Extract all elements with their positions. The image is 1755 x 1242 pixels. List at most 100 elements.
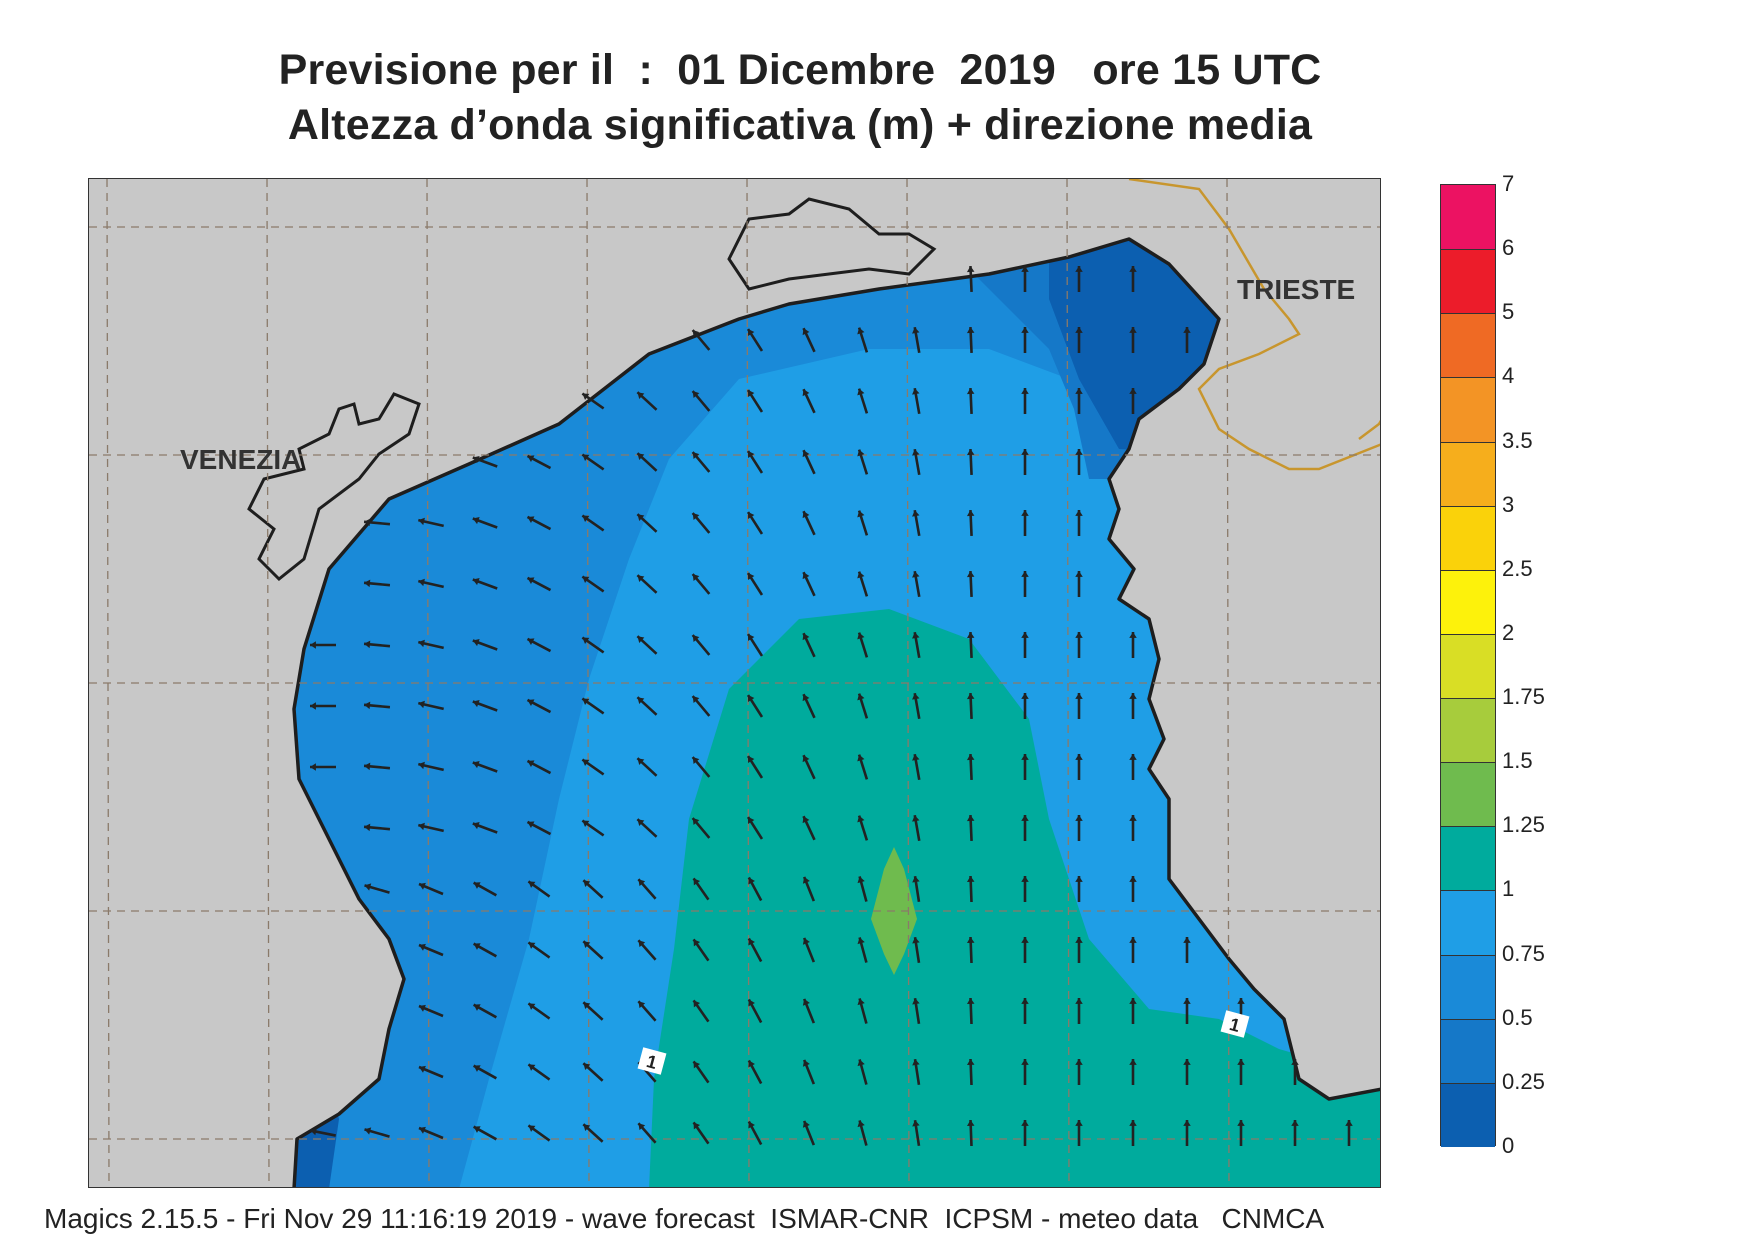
colorbar-tick-label: 3 [1502,491,1515,517]
wave-arrow-head [693,1122,701,1130]
contour-label-1a: 1 [637,1047,667,1075]
wave-arrow-head [1129,388,1137,394]
wave-arrow-head [966,815,975,822]
wave-arrow-head [528,1003,536,1010]
wave-arrow-head [1129,327,1137,333]
colorbar-segment [1441,377,1495,442]
wave-arrow-head [966,327,975,334]
wave-arrow-head [310,641,316,649]
wave-arrow-head [912,754,920,761]
wave-arrow-head [1129,1059,1137,1065]
wave-arrow-head [857,754,865,762]
wave-arrow-head [527,760,535,768]
wave-arrow-head [1237,998,1245,1004]
wave-arrow-head [418,1004,426,1012]
city-label-trieste: TRIESTE [1237,274,1356,305]
wave-arrow-head [693,939,701,947]
wave-arrow-head [1129,815,1137,821]
colorbar-tick-label: 0.5 [1502,1004,1533,1030]
wave-arrow-head [748,999,755,1007]
wave-arrow-head [692,757,700,764]
wave-arrow-head [693,1000,701,1008]
wave-arrow-head [912,388,920,395]
wave-arrow-head [748,634,755,642]
wave-arrow-head [418,882,426,890]
wave-arrow-head [1021,754,1029,760]
wave-arrow-head [1183,1059,1191,1065]
wave-arrow-head [857,1059,865,1067]
colorbar-segment [1441,1018,1495,1083]
wave-arrow-head [748,817,755,825]
wave-arrow-head [802,1059,810,1067]
colorbar-tick-label: 3.5 [1502,427,1533,453]
wave-arrow-head [364,823,371,832]
colorbar-tick-label: 6 [1502,235,1515,261]
colorbar-segment [1441,313,1495,378]
wave-arrow-head [1183,998,1191,1004]
wave-arrow-head [912,510,920,517]
wave-arrow-head [418,1065,426,1073]
colorbar-segment [1441,954,1495,1019]
wave-arrow-head [1129,1120,1137,1126]
wave-arrow-head [418,517,425,526]
wave-arrow-head [418,943,426,951]
wave-arrow-head [802,755,810,763]
wave-arrow-head [1075,1059,1083,1065]
contour-label-text-b: 1 [1227,1014,1242,1036]
wave-arrow-head [418,578,425,587]
wave-arrow-head [528,881,536,888]
colorbar-tick-label: 1.25 [1502,812,1545,838]
wave-arrow-head [582,576,590,583]
colorbar [1440,184,1496,1147]
wave-map: 1 1 [88,178,1381,1188]
band-1-125 [649,609,1380,1187]
wave-arrow-head [966,388,975,395]
wave-arrow-head [1183,327,1191,333]
wave-arrow-head [692,513,700,520]
wave-arrow-head [582,759,590,766]
colorbar-segment [1441,890,1495,955]
wave-arrow-head [857,815,865,823]
coastline [292,237,1380,1187]
wave-arrow-head [638,1001,646,1009]
wave-arrow-head [472,578,480,586]
colorbar-segment [1441,826,1495,891]
colorbar-segment [1441,505,1495,570]
wave-arrow-head [912,998,920,1005]
wave-arrow-head [857,876,865,884]
wave-arrow-head [748,1121,755,1129]
colorbar-segment [1441,762,1495,827]
wave-arrow-head [1021,571,1029,577]
wave-arrow-head [1129,266,1137,272]
wave-arrow-head [582,515,590,522]
wave-arrow-head [527,516,535,524]
wave-arrow-head [1075,449,1083,455]
wave-arrow-head [1291,1120,1299,1126]
wave-arrow-head [802,694,810,702]
wave-arrow-head [966,998,975,1005]
wave-arrow-head [912,1120,920,1127]
wave-arrow-head [1237,1059,1245,1065]
colorbar-tick-label: 5 [1502,299,1515,325]
wave-arrow-head [1183,937,1191,943]
wave-arrow-head [527,455,535,463]
wave-arrow-head [472,639,480,647]
wave-arrow-head [583,941,591,949]
national-border [1128,179,1380,471]
wave-arrow-head [966,693,975,700]
lagoon-islands [247,392,421,582]
wave-arrow-head [857,510,865,518]
wave-arrow-head [1021,998,1029,1004]
wave-arrow-head [473,943,481,950]
wave-arrow-head [1075,266,1083,272]
colorbar-segment [1441,698,1495,763]
wave-arrow-head [857,327,865,335]
wave-arrow-head [527,821,535,829]
wave-arrow-head [1075,815,1083,821]
graticule [89,179,1380,1187]
wave-arrow-head [582,698,590,705]
wave-arrow-head [1075,327,1083,333]
wave-arrow-head [1021,266,1029,272]
wave-arrow-head [638,1123,646,1131]
title-line-2: Altezza d’onda significativa (m) + direz… [287,101,1313,149]
